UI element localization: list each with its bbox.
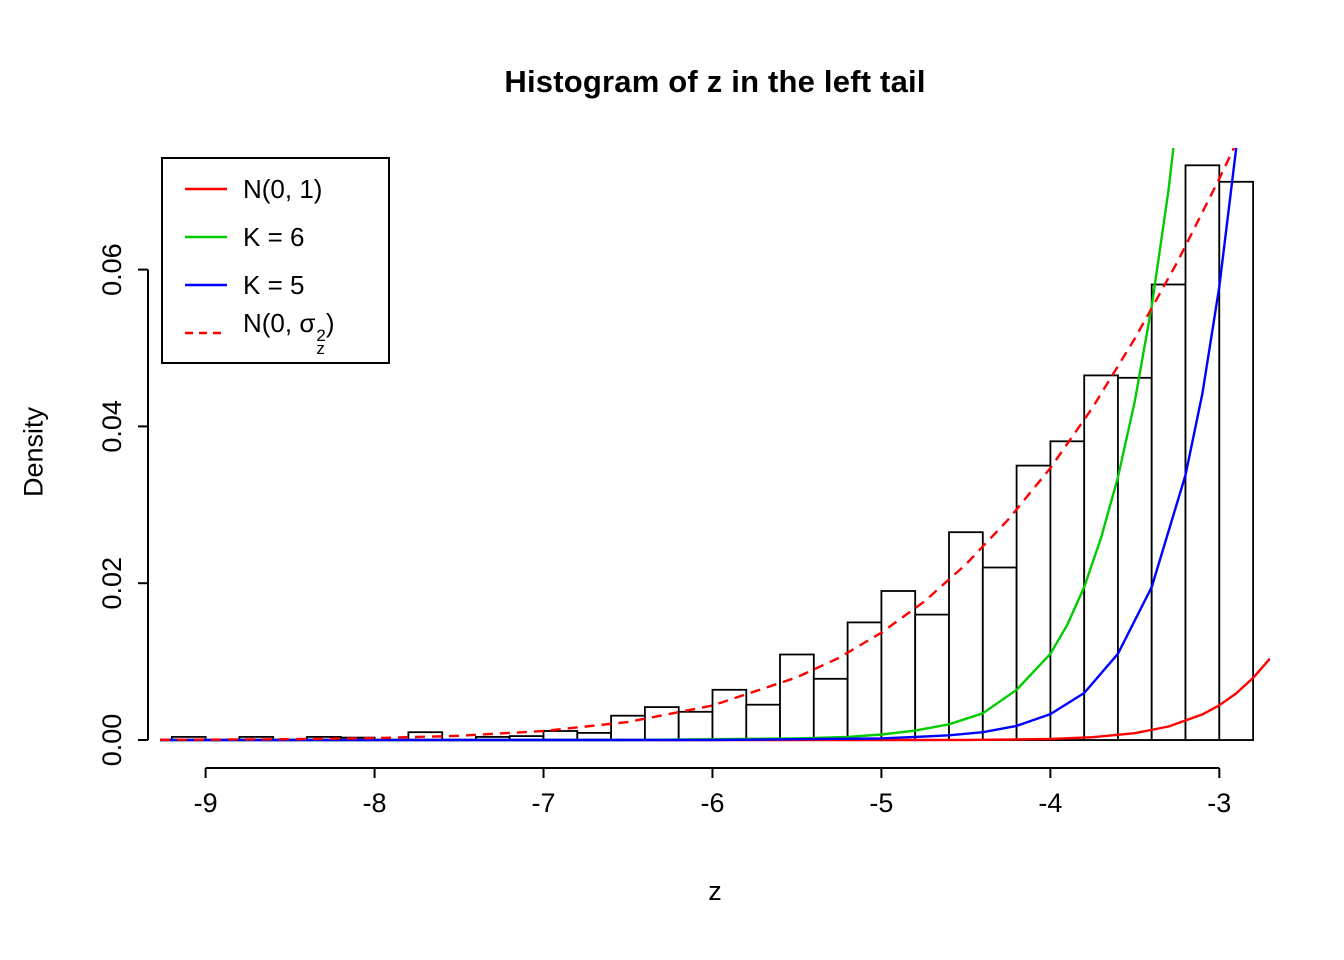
x-tick-label: -7: [532, 788, 556, 818]
x-tick-label: -9: [194, 788, 218, 818]
sigma-symbol: σ: [299, 308, 316, 338]
legend-item-k6: K = 6: [183, 213, 388, 261]
x-tick-label: -4: [1038, 788, 1062, 818]
histogram-bar: [981, 566, 1018, 741]
histogram-bar: [914, 613, 950, 741]
x-tick-label: -6: [700, 788, 724, 818]
histogram-bar: [745, 703, 781, 741]
legend-line-green-solid: [185, 235, 227, 238]
histogram-bar: [846, 621, 883, 741]
histogram-bar: [1218, 180, 1255, 741]
chart-title: Histogram of z in the left tail: [504, 64, 926, 99]
histogram-bar: [1083, 374, 1119, 741]
legend-line-red-dashed: [185, 331, 227, 334]
x-tick-label: -8: [363, 788, 387, 818]
density-curves: [160, 148, 1270, 742]
legend: N(0, 1) K = 6 K = 5 N(0, σ 2 z): [161, 157, 390, 364]
histogram-bar: [1150, 283, 1187, 741]
x-axis-title: z: [708, 876, 722, 906]
legend-item-k5: K = 5: [183, 261, 388, 309]
histogram-bar: [677, 710, 714, 741]
histogram-bar: [542, 730, 579, 741]
legend-line-blue-solid: [185, 283, 227, 286]
histogram-bar: [779, 653, 815, 741]
y-tick-label: 0.04: [97, 400, 127, 453]
histogram-bar: [1117, 376, 1153, 741]
legend-label-k5: K = 5: [243, 269, 305, 300]
legend-item-n0sigma: N(0, σ 2 z): [183, 309, 388, 357]
legend-item-n01: N(0, 1): [183, 165, 388, 213]
histogram-bar: [812, 677, 849, 741]
y-tick-label: 0.00: [97, 714, 127, 767]
y-tick-label: 0.02: [97, 557, 127, 610]
histogram-bar: [1015, 464, 1052, 741]
histogram-bar: [711, 688, 748, 741]
legend-label-n01: N(0, 1): [243, 173, 323, 204]
legend-line-red-solid: [185, 187, 227, 190]
curve-2: [160, 148, 1238, 742]
legend-label-k6: K = 6: [243, 221, 305, 252]
axes: -9 -8 -7 -6 -5 -4 -3 0.00 0.02 0.04 0.06: [97, 243, 1231, 818]
histogram-bar: [880, 590, 917, 741]
x-tick-label: -5: [869, 788, 893, 818]
y-tick-label: 0.06: [97, 243, 127, 296]
x-tick-label: -3: [1207, 788, 1231, 818]
legend-label-n0sigma: N(0, σ 2 z): [243, 308, 335, 358]
histogram-bar: [948, 531, 984, 741]
histogram-bar: [1049, 440, 1086, 741]
curve-3: [160, 148, 1236, 741]
